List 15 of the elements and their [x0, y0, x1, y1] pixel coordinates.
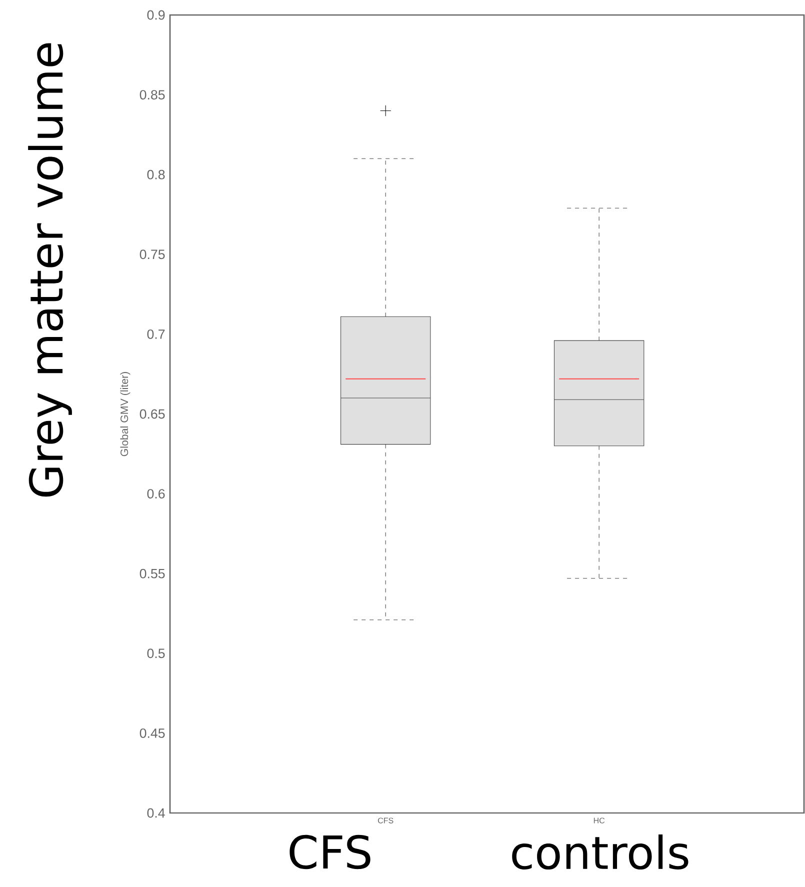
- y-tick-label: 0.65: [140, 409, 165, 419]
- y-tick-label: 0.6: [147, 489, 165, 499]
- y-tick-label: 0.4: [147, 808, 165, 818]
- y-tick-label: 0.75: [140, 250, 165, 260]
- y-tick-label: 0.7: [147, 329, 165, 339]
- y-tick-label: 0.9: [147, 10, 165, 20]
- text: Grey matter volume: [28, 43, 72, 497]
- y-tick-label: 0.8: [147, 170, 165, 180]
- x-tick-label: HC: [594, 818, 605, 824]
- y-axis-title: Global GMV (liter): [120, 372, 130, 456]
- y-tick-label: 0.55: [140, 568, 165, 578]
- y-tick-label: 0.5: [147, 648, 165, 658]
- text: controls: [512, 834, 688, 870]
- y-tick-label: 0.85: [140, 90, 165, 100]
- y-tick-label: 0.45: [140, 728, 165, 738]
